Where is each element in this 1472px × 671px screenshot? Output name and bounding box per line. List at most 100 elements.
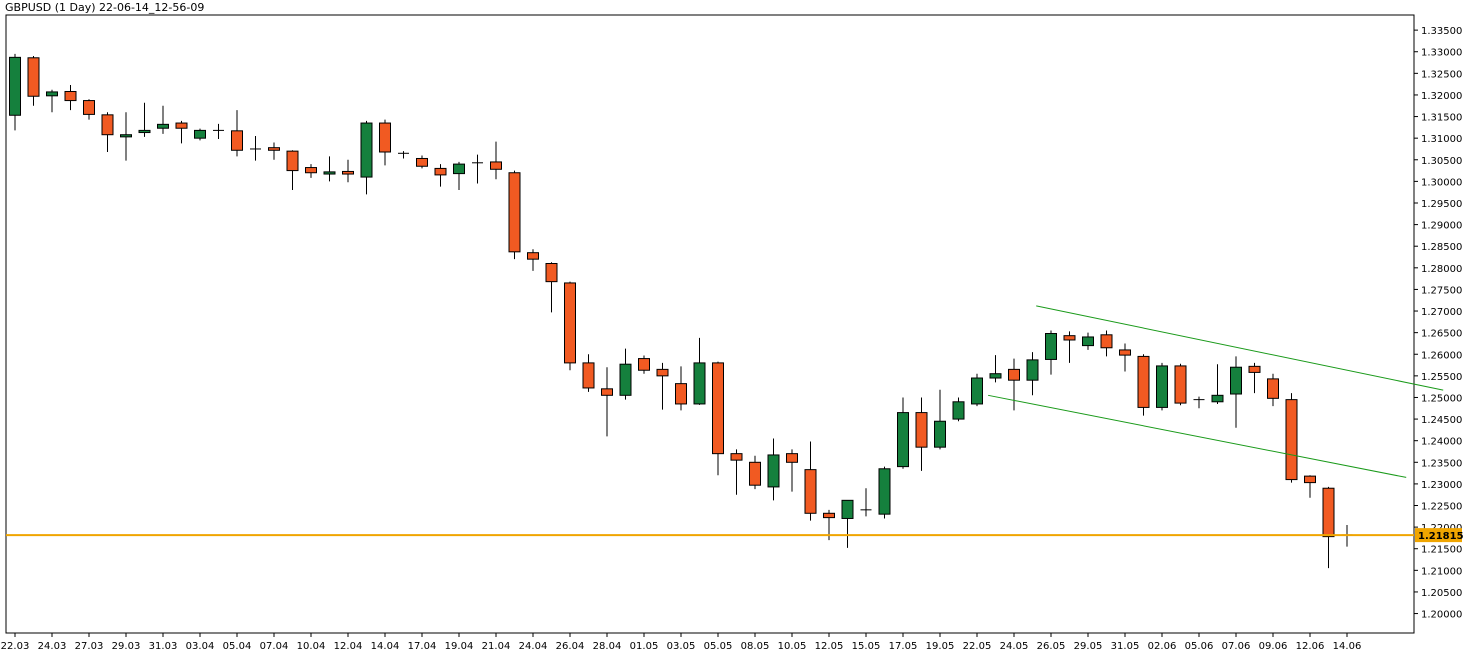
- candle: [656, 362, 669, 410]
- candle: [730, 449, 743, 495]
- x-tick-label: 24.03: [38, 641, 67, 652]
- time-axis: 22.03 24.03 27.03 29.03 31.03 03.04 05.04 07.04…: [1, 633, 1361, 652]
- candle: [934, 389, 946, 450]
- candle: [897, 397, 909, 469]
- candle-body: [841, 499, 854, 519]
- x-tick-label: 10.05: [778, 641, 807, 652]
- candle-body: [286, 150, 299, 172]
- y-tick-label: 1.28000: [1421, 264, 1462, 275]
- candle-body: [952, 401, 965, 420]
- x-tick-label: 24.04: [519, 641, 548, 652]
- candle: [767, 438, 780, 501]
- y-tick-label: 1.24000: [1421, 437, 1462, 448]
- candle: [878, 466, 891, 519]
- candle: [675, 366, 687, 411]
- x-tick-label: 12.06: [1296, 641, 1325, 652]
- candle: [1156, 362, 1168, 411]
- y-tick-label: 1.32500: [1421, 69, 1462, 80]
- x-tick-label: 09.06: [1259, 641, 1288, 652]
- y-tick-label: 1.29500: [1421, 199, 1462, 210]
- candle-body: [582, 362, 595, 389]
- current-price: 1.21815: [6, 528, 1464, 543]
- candle-body: [508, 172, 521, 253]
- candle: [9, 53, 21, 131]
- candle: [564, 281, 576, 371]
- candle-body: [9, 56, 21, 116]
- candle: [250, 136, 261, 161]
- candle: [1119, 343, 1131, 372]
- y-tick-label: 1.21500: [1421, 545, 1462, 556]
- candle-body: [915, 412, 928, 448]
- y-tick-label: 1.33500: [1421, 26, 1462, 37]
- y-tick-label: 1.23500: [1421, 458, 1462, 469]
- candle: [472, 154, 483, 184]
- y-tick-label: 1.25500: [1421, 372, 1462, 383]
- candle: [1193, 396, 1205, 409]
- candle-body: [1119, 349, 1131, 356]
- candle-body: [675, 383, 687, 405]
- candle: [27, 56, 40, 106]
- candle: [83, 99, 95, 120]
- current-price-label: 1.21815: [1418, 531, 1464, 542]
- y-tick-label: 1.27000: [1421, 307, 1462, 318]
- candle-body: [1026, 359, 1039, 381]
- candle-body: [656, 368, 669, 377]
- candles: [9, 53, 1353, 569]
- candle-body: [138, 129, 151, 134]
- x-tick-label: 10.04: [297, 641, 326, 652]
- candle-body: [786, 453, 798, 463]
- x-tick-label: 07.04: [260, 641, 289, 652]
- candle: [804, 441, 817, 521]
- candle-body: [1285, 399, 1298, 481]
- candle-body: [27, 57, 40, 97]
- channel-trendline: [988, 394, 1407, 478]
- candle: [1008, 358, 1020, 411]
- candle-body: [804, 469, 817, 514]
- candle-body: [1045, 333, 1057, 360]
- x-tick-label: 05.04: [223, 641, 252, 652]
- candle: [952, 397, 965, 422]
- x-tick-label: 05.05: [704, 641, 733, 652]
- candle: [1082, 332, 1094, 350]
- x-tick-label: 12.05: [815, 641, 844, 652]
- candle: [46, 89, 58, 113]
- candle: [915, 397, 928, 471]
- candle: [971, 373, 983, 407]
- candle-body: [1100, 334, 1113, 349]
- candle: [64, 85, 77, 111]
- x-tick-label: 24.05: [1000, 641, 1029, 652]
- candle: [1063, 331, 1076, 363]
- candle-body: [619, 363, 632, 396]
- y-tick-label: 1.20000: [1421, 610, 1462, 621]
- x-tick-label: 08.05: [741, 641, 770, 652]
- candle-body: [971, 377, 983, 405]
- candle-body: [1267, 378, 1279, 399]
- candle-body: [564, 282, 576, 364]
- candle: [1137, 354, 1150, 416]
- candle-body: [268, 147, 280, 151]
- y-tick-label: 1.26000: [1421, 350, 1462, 361]
- x-tick-label: 19.05: [926, 641, 955, 652]
- candle-body: [1211, 394, 1224, 403]
- candle: [101, 112, 114, 152]
- candle-body: [989, 373, 1002, 379]
- candle: [1267, 373, 1279, 407]
- candle: [545, 262, 558, 313]
- candle-body: [434, 167, 447, 176]
- x-tick-label: 22.03: [1, 641, 30, 652]
- candle: [286, 150, 299, 191]
- candle-body: [878, 468, 891, 515]
- candle-body: [175, 122, 188, 129]
- candle-body: [1174, 365, 1187, 404]
- y-tick-label: 1.29000: [1421, 221, 1462, 232]
- candle: [157, 105, 169, 134]
- candle-body: [1322, 487, 1335, 538]
- candle-body: [1248, 365, 1261, 373]
- candle: [1285, 393, 1298, 483]
- y-tick-label: 1.23000: [1421, 480, 1462, 491]
- candle: [434, 164, 447, 187]
- candle: [416, 155, 428, 169]
- candle-body: [767, 454, 780, 488]
- x-tick-label: 29.05: [1074, 641, 1103, 652]
- candle: [323, 156, 336, 182]
